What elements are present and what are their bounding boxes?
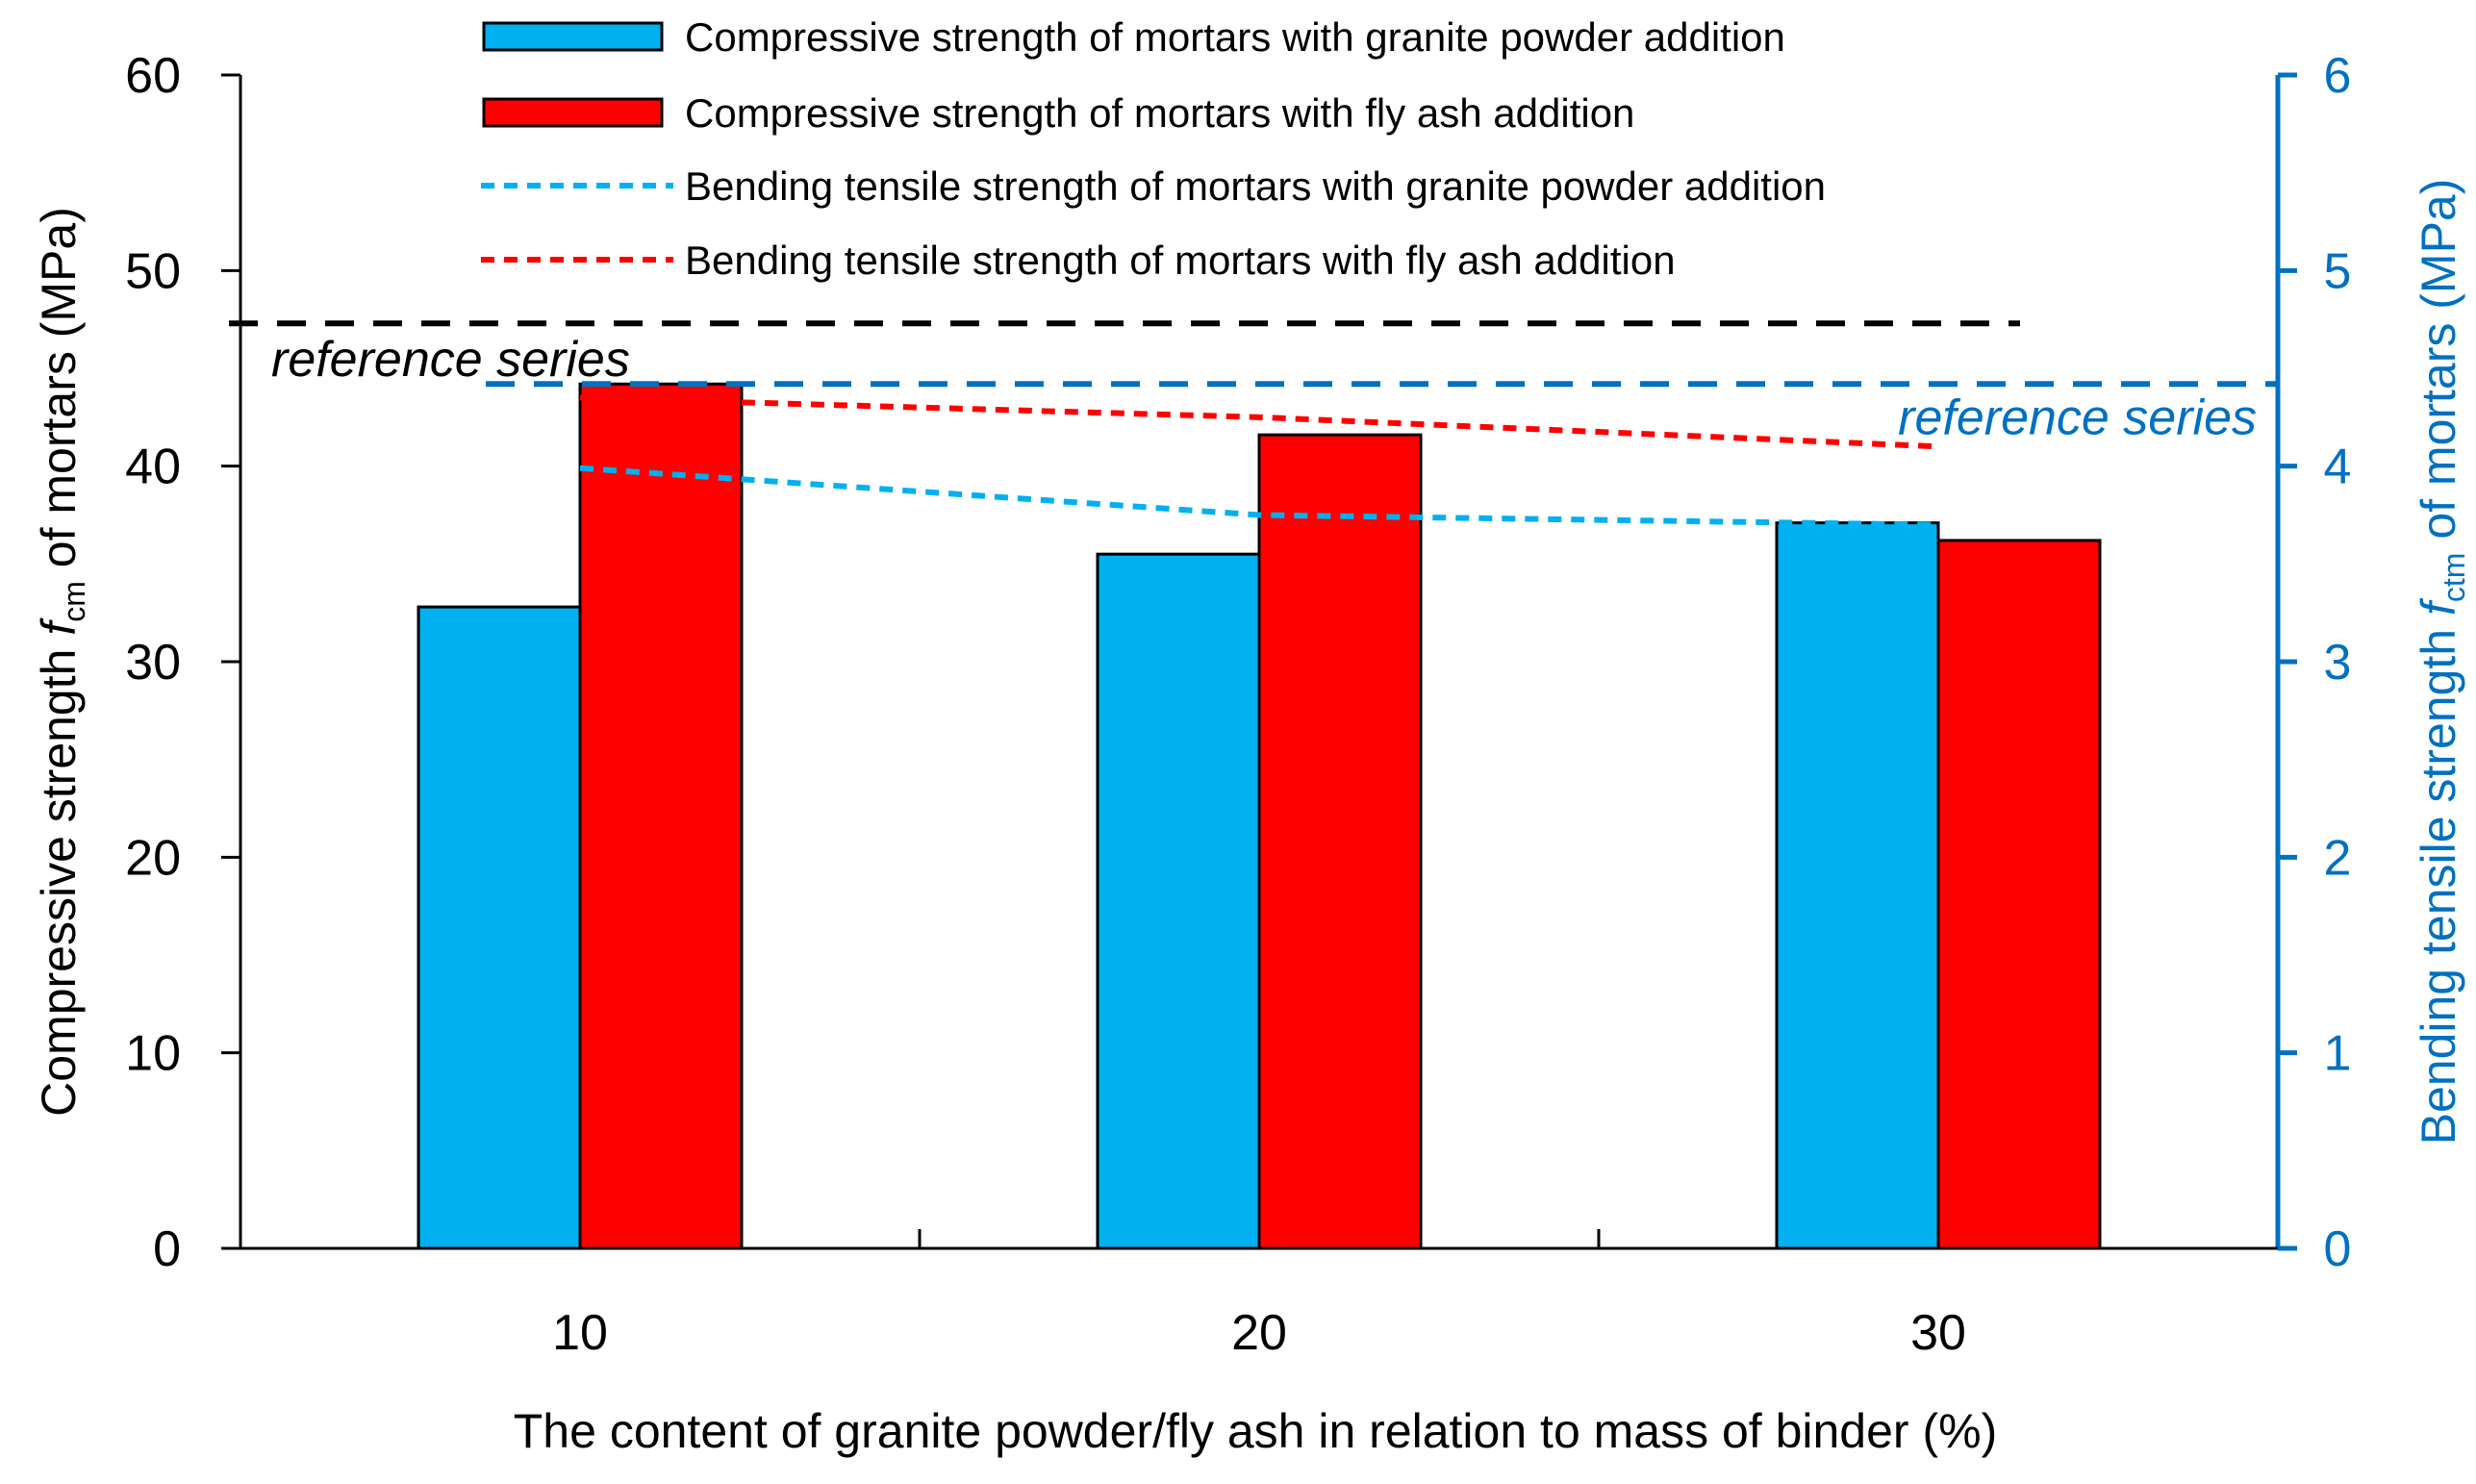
legend-label: Bending tensile strength of mortars with… [685, 238, 1676, 283]
left-y-tick-label: 20 [125, 830, 181, 886]
line-flyash-bending [579, 394, 1939, 450]
right-y-tick-label: 0 [2324, 1221, 2352, 1277]
reference-label-bending: reference series [1898, 390, 2257, 445]
bar-flyash-10 [578, 382, 744, 1250]
left-y-title-suffix: of mortars (MPa) [32, 207, 86, 581]
left-y-title-prefix: Compressive strength [32, 636, 86, 1117]
bar-flyash-20 [1257, 433, 1423, 1250]
right-y-ticks: 0 1 2 3 4 5 6 [2278, 48, 2351, 1277]
left-y-tick-label: 0 [153, 1221, 181, 1277]
legend-label: Bending tensile strength of mortars with… [685, 163, 1826, 209]
bar-flyash-30 [1936, 539, 2102, 1250]
legend-swatch [482, 21, 664, 52]
right-y-tick-label: 5 [2324, 243, 2352, 299]
x-ticks: 10 20 30 [552, 1229, 1966, 1361]
left-y-tick-label: 10 [125, 1026, 181, 1082]
legend: Compressive strength of mortars with gra… [481, 14, 1826, 283]
right-y-axis-title: Bending tensile strength fctm of mortars… [2412, 179, 2471, 1145]
x-tick-label: 20 [1231, 1305, 1287, 1361]
x-axis-title: The content of granite powder/fly ash in… [514, 1404, 1997, 1458]
legend-label: Compressive strength of mortars with gra… [685, 14, 1785, 60]
right-y-tick-label: 2 [2324, 830, 2352, 886]
legend-swatch [482, 97, 664, 128]
legend-label: Compressive strength of mortars with fly… [685, 90, 1634, 136]
left-y-tick-label: 60 [125, 48, 181, 104]
right-y-tick-label: 3 [2324, 635, 2352, 691]
bars-group [417, 382, 2102, 1250]
right-y-title-suffix: of mortars (MPa) [2412, 179, 2465, 553]
left-y-tick-label: 40 [125, 440, 181, 495]
left-y-ticks: 0 10 20 30 40 50 60 [125, 48, 240, 1277]
lines-group [579, 394, 1939, 528]
left-y-tick-label: 30 [125, 635, 181, 691]
right-y-title-prefix: Bending tensile strength [2412, 616, 2465, 1144]
right-y-tick-label: 6 [2324, 48, 2352, 104]
right-y-tick-label: 4 [2324, 440, 2352, 495]
bar-granite-20 [1096, 552, 1261, 1250]
right-y-title-subscript: ctm [2437, 553, 2471, 603]
reference-lines-group: reference series reference series [229, 320, 2278, 445]
bar-granite-10 [417, 605, 582, 1250]
x-tick-label: 30 [1910, 1305, 1966, 1361]
left-y-tick-label: 50 [125, 243, 181, 299]
reference-label-compressive: reference series [271, 332, 630, 388]
left-y-title-subscript: cm [57, 581, 91, 622]
right-y-tick-label: 1 [2324, 1026, 2352, 1082]
bar-granite-30 [1775, 521, 1940, 1250]
x-tick-label: 10 [552, 1305, 608, 1361]
left-y-axis-title: Compressive strength fcm of mortars (MPa… [32, 207, 91, 1117]
line-granite-bending [579, 465, 1939, 528]
